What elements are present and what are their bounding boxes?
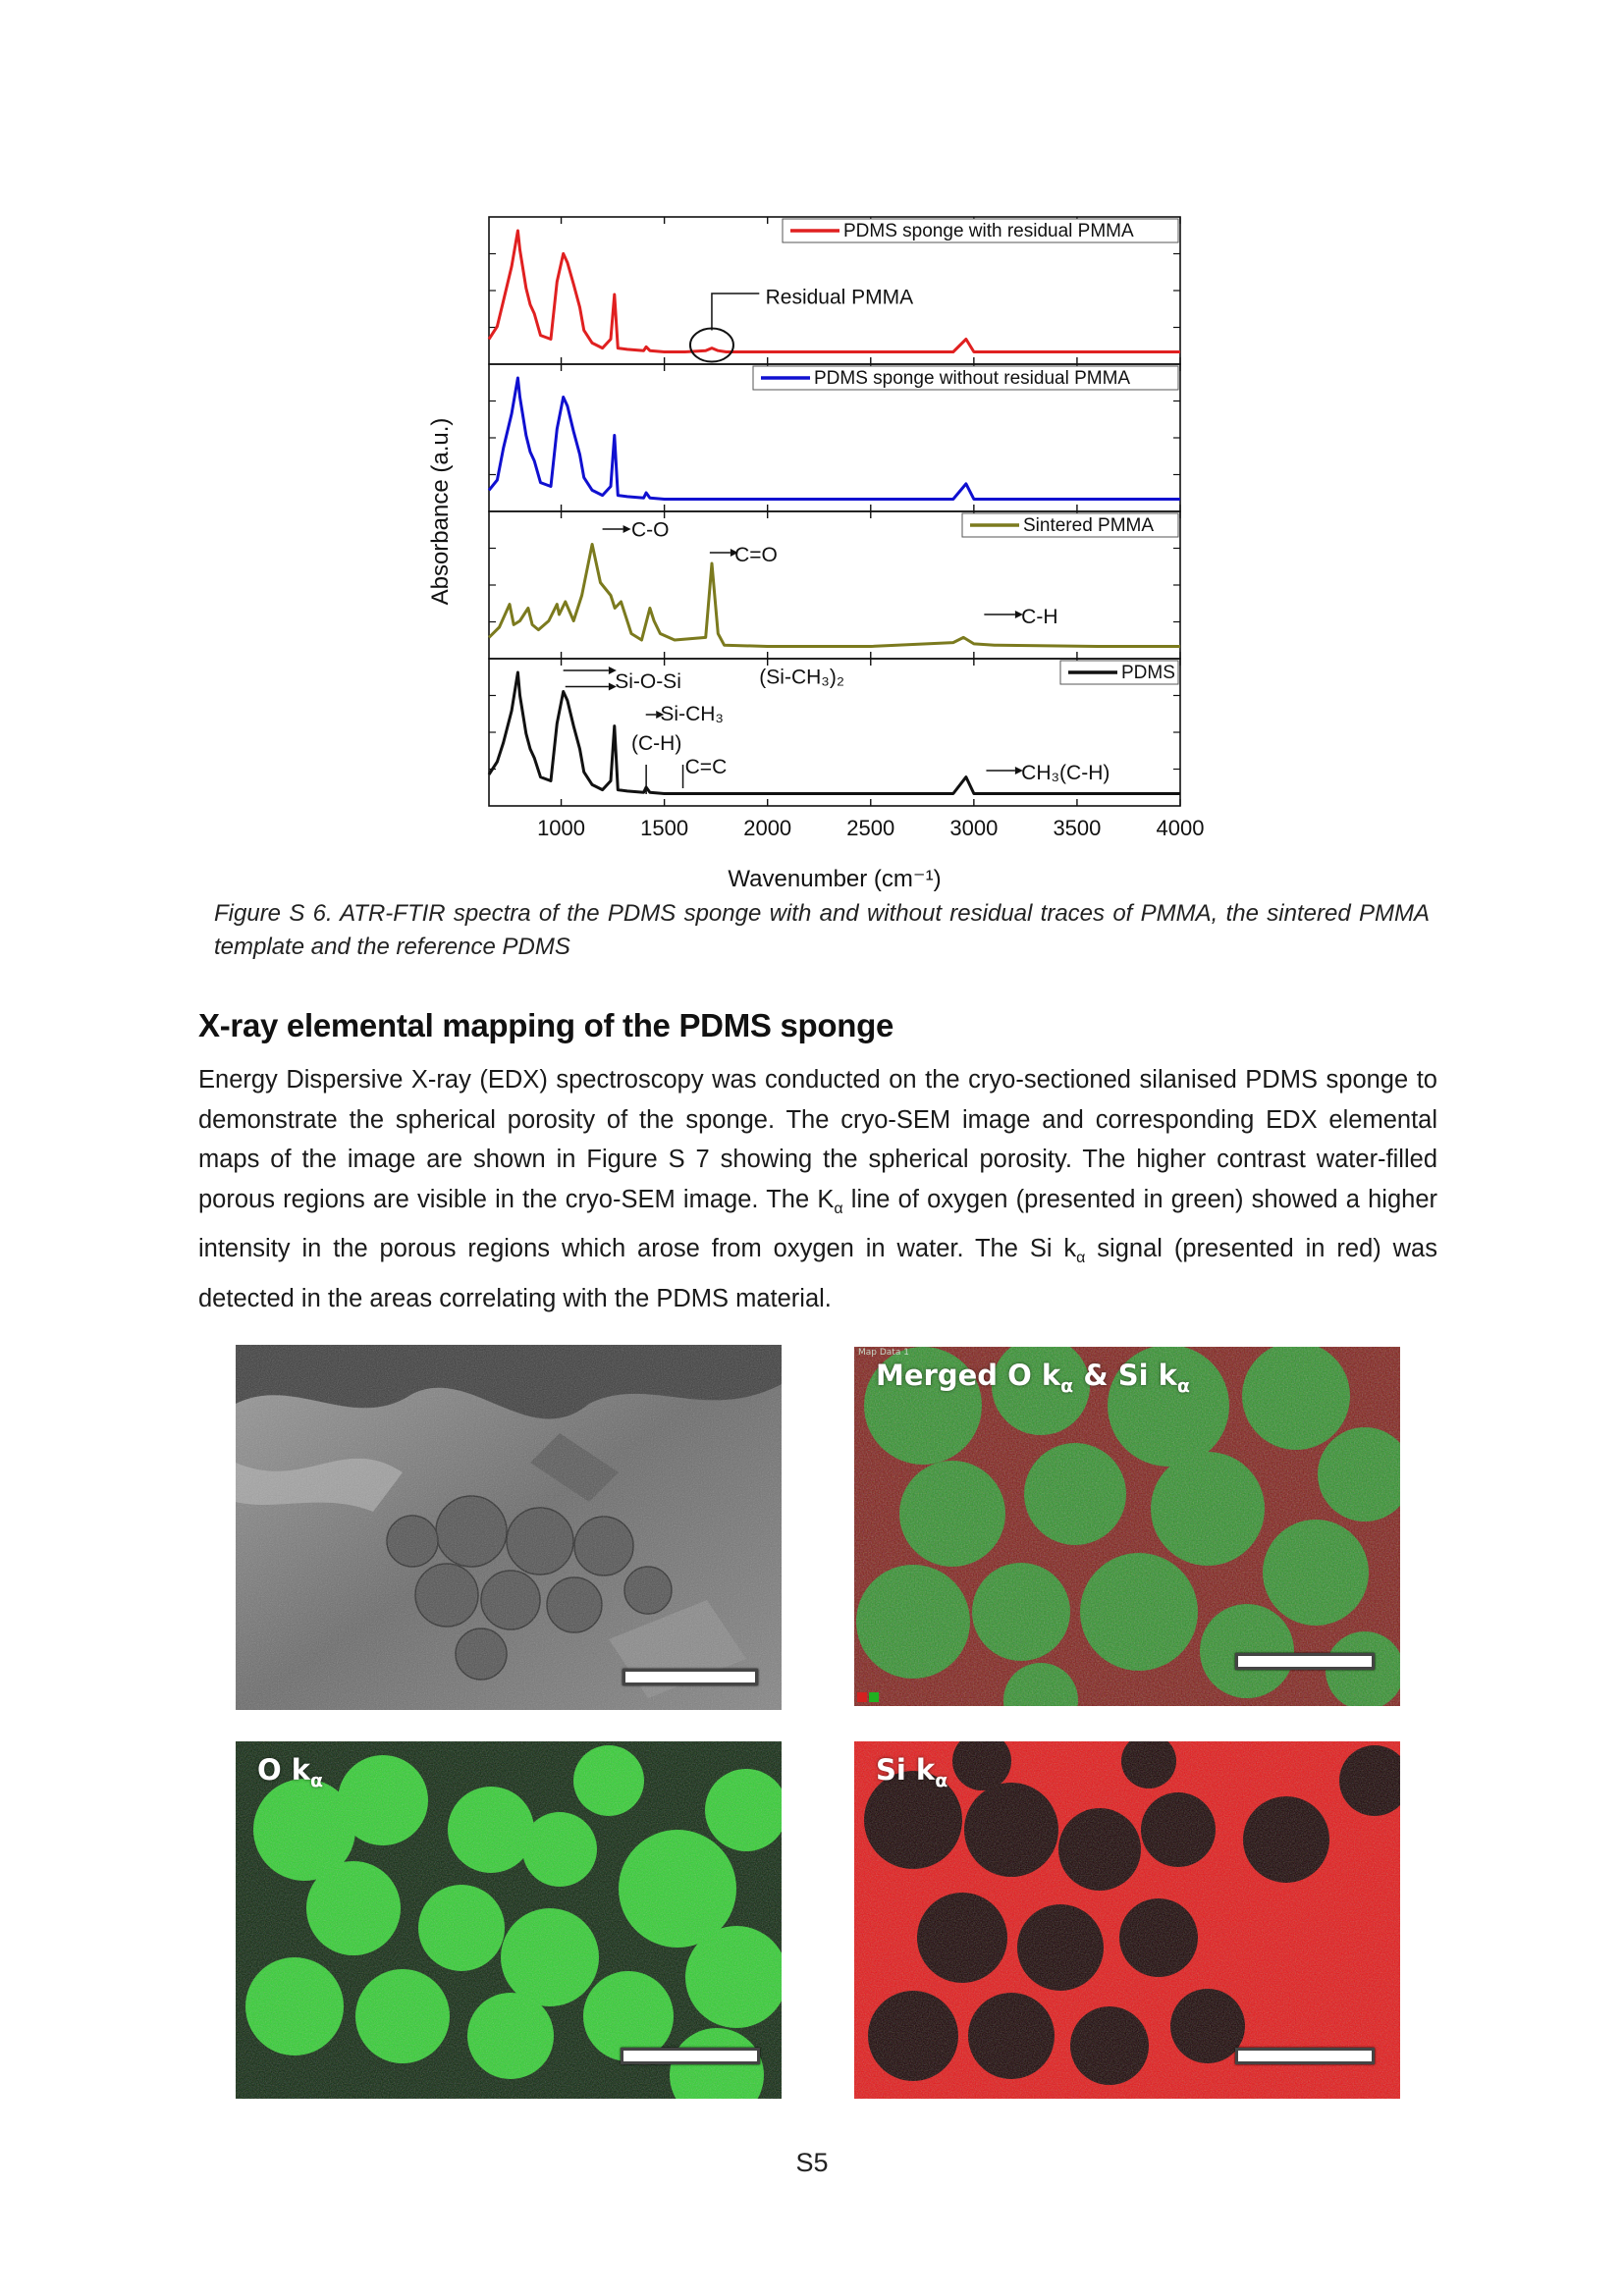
annotation-si-ch3-2: (Si-CH₃)₂ bbox=[759, 667, 844, 689]
body-text-part-1: Energy Dispersive X-ray (EDX) spectrosco… bbox=[198, 1066, 1437, 1213]
oxygen-label-text: O k bbox=[257, 1753, 311, 1787]
annotation-c-eq-o: C=O bbox=[734, 544, 778, 566]
annotation-residual-pmma: Residual PMMA bbox=[766, 287, 914, 309]
legend-label: PDMS sponge without residual PMMA bbox=[814, 368, 1130, 389]
x-tick-label: 2500 bbox=[846, 816, 894, 840]
scale-bar bbox=[621, 2048, 760, 2064]
x-tick-label: 3000 bbox=[949, 816, 998, 840]
merged-eds-map: Map Data 1 Merged O kα & Si kα bbox=[854, 1347, 1400, 1706]
scale-bar bbox=[1235, 1653, 1375, 1670]
annotation-c-o: C-O bbox=[631, 519, 670, 542]
silicon-label-text: Si k bbox=[876, 1753, 936, 1787]
x-axis-label: Wavenumber (cm⁻¹) bbox=[728, 866, 941, 892]
silicon-map-label: Si kα bbox=[876, 1753, 947, 1791]
annotation-arrowhead bbox=[656, 711, 665, 719]
alpha-subscript: α bbox=[834, 1200, 843, 1217]
annotation-arrowhead bbox=[1014, 767, 1023, 774]
scale-bar bbox=[623, 1669, 758, 1685]
x-tick-label: 1500 bbox=[640, 816, 688, 840]
annotation-arrowhead bbox=[1014, 611, 1023, 618]
annotation-c-h: C-H bbox=[1021, 606, 1057, 628]
section-heading: X-ray elemental mapping of the PDMS spon… bbox=[198, 1007, 894, 1043]
alpha-subscript: α bbox=[935, 1769, 948, 1791]
merged-label-text-a: Merged O k bbox=[876, 1359, 1061, 1392]
body-text-part-2: line of oxygen (presented in green) show… bbox=[198, 1185, 1437, 1263]
annotation-arrowhead bbox=[608, 682, 617, 691]
silicon-eds-map: Si kα bbox=[854, 1741, 1400, 2099]
x-tick-label: 3500 bbox=[1053, 816, 1101, 840]
x-tick-label: 4000 bbox=[1157, 816, 1205, 840]
merged-label-text-b: & Si k bbox=[1073, 1359, 1177, 1392]
annotation-ch3-c-h: CH₃(C-H) bbox=[1021, 762, 1110, 784]
alpha-subscript: α bbox=[1076, 1250, 1086, 1267]
scale-bar bbox=[1235, 2048, 1375, 2064]
y-axis-label: Absorbance (a.u.) bbox=[427, 418, 454, 606]
cryo-sem-image bbox=[236, 1345, 782, 1710]
ftir-chart: PDMS sponge with residual PMMA PDMS spong… bbox=[427, 216, 1205, 892]
figure-caption: Figure S 6. ATR-FTIR spectra of the PDMS… bbox=[214, 900, 1430, 960]
alpha-subscript: α bbox=[310, 1769, 324, 1791]
body-text-part-3: signal (presented in red) was detected i… bbox=[198, 1235, 1437, 1312]
map-data-tag: Map Data 1 bbox=[858, 1348, 909, 1358]
spectrum-line bbox=[487, 229, 1180, 353]
alpha-subscript: α bbox=[1060, 1374, 1074, 1397]
legend-box bbox=[752, 365, 1179, 391]
merged-map-label: Merged O kα & Si kα bbox=[876, 1359, 1190, 1397]
oxygen-map-label: O kα bbox=[257, 1753, 323, 1791]
si-legend-chip bbox=[857, 1692, 867, 1702]
spectrum-line bbox=[487, 376, 1180, 501]
legend-box bbox=[782, 218, 1179, 243]
annotation-si-ch3: Si-CH₃ bbox=[660, 703, 724, 725]
annotation-arrow bbox=[711, 293, 760, 331]
legend-label: PDMS sponge with residual PMMA bbox=[843, 221, 1134, 241]
spectrum-line bbox=[487, 670, 1180, 795]
o-legend-chip bbox=[869, 1692, 879, 1702]
legend-label: Sintered PMMA bbox=[1023, 515, 1154, 536]
residual-pmma-circle bbox=[688, 327, 734, 363]
page-number: S5 bbox=[795, 2148, 829, 2177]
annotation-si-o-si: Si-O-Si bbox=[615, 670, 681, 693]
body-paragraph: Energy Dispersive X-ray (EDX) spectrosco… bbox=[198, 1060, 1437, 1318]
annotation-c-h-paren: (C-H) bbox=[631, 732, 681, 755]
x-tick-label: 1000 bbox=[537, 816, 585, 840]
spectrum-line bbox=[487, 543, 1180, 648]
alpha-subscript: α bbox=[1176, 1374, 1190, 1397]
x-tick-label: 2000 bbox=[743, 816, 791, 840]
annotation-arrowhead bbox=[623, 525, 631, 533]
annotation-c-eq-c: C=C bbox=[685, 756, 728, 778]
oxygen-eds-map: O kα bbox=[236, 1741, 782, 2099]
legend-label: PDMS bbox=[1121, 663, 1175, 683]
annotation-arrowhead bbox=[730, 549, 738, 557]
annotation-arrowhead bbox=[608, 667, 617, 674]
